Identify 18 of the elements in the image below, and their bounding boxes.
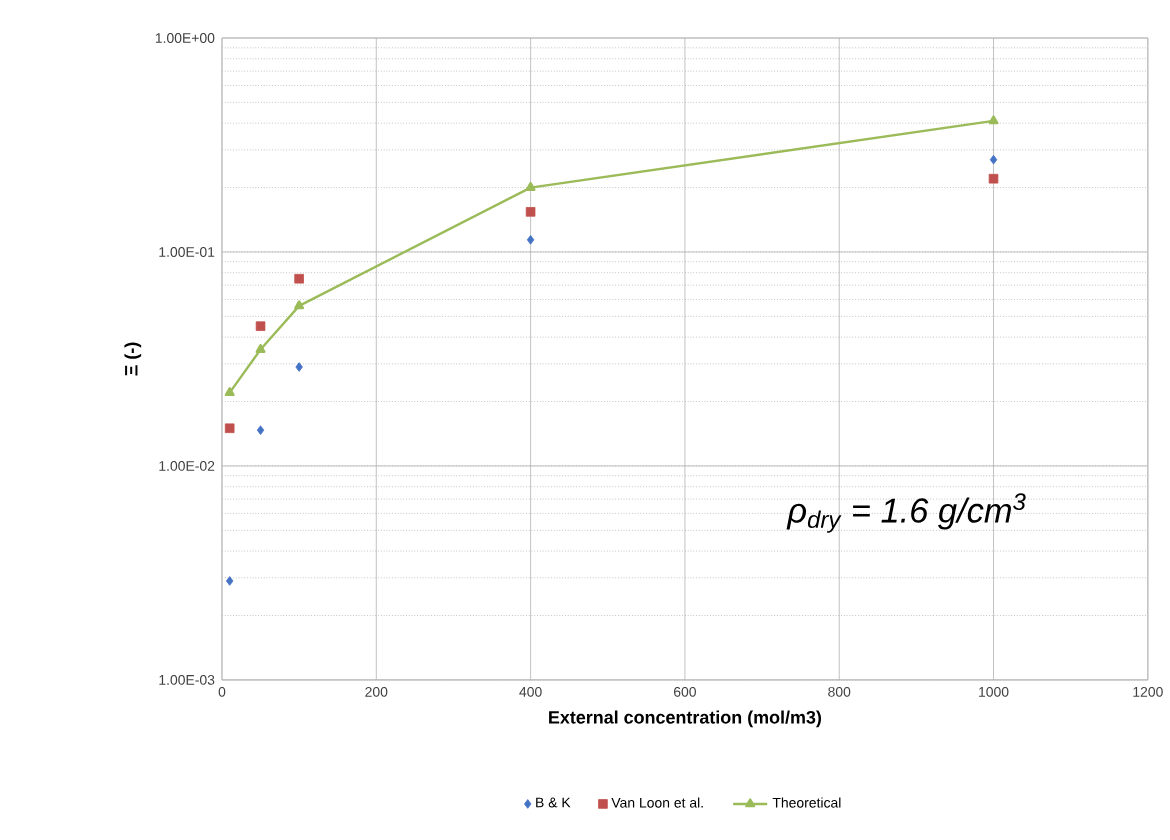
text: ρ$_{dry}$ = 1.6 g/cm$^{3}$: [786, 493, 1026, 533]
y-axis-title: Ξ (-): [124, 342, 142, 376]
point: [988, 173, 999, 184]
point: [989, 154, 998, 165]
point: [255, 321, 266, 332]
point: [526, 235, 535, 245]
point: [224, 423, 235, 434]
point: [525, 182, 536, 192]
point: [256, 425, 265, 435]
point: [226, 576, 234, 586]
point: [525, 207, 536, 217]
point: [294, 300, 305, 310]
point: [294, 274, 304, 284]
point: [988, 115, 999, 125]
point: [224, 387, 235, 397]
x-axis-title: External concentration (mol/m3): [549, 710, 822, 728]
point: [255, 344, 266, 353]
point: [295, 362, 303, 372]
